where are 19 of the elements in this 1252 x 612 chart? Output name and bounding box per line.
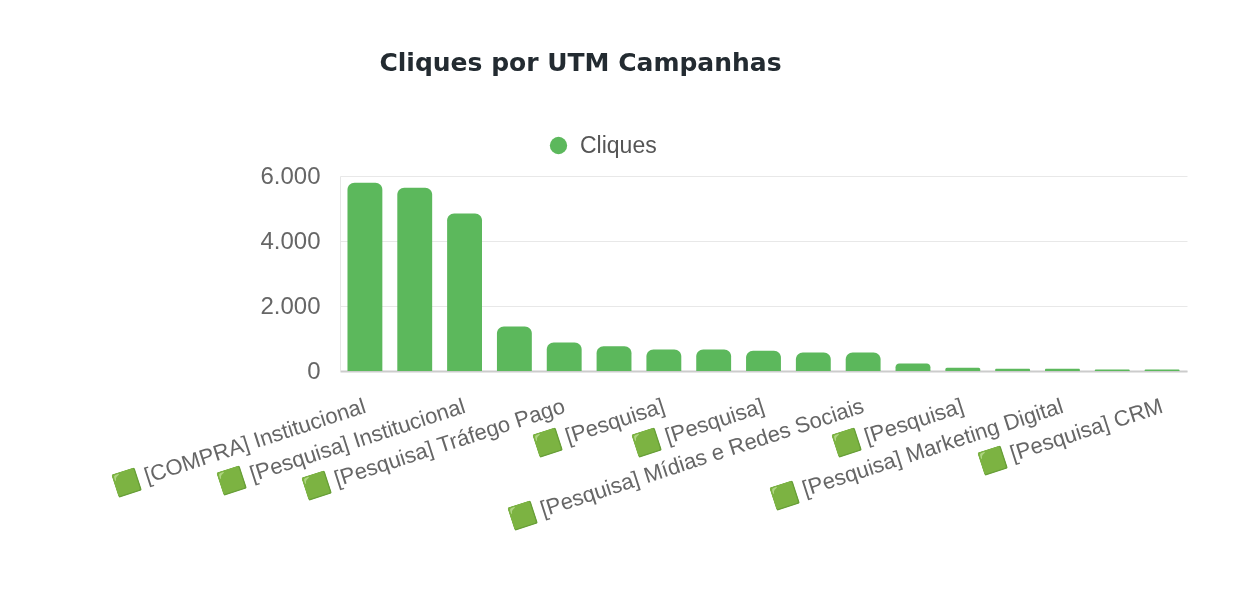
chart-title: Cliques por UTM Campanhas bbox=[379, 48, 782, 77]
bar bbox=[746, 350, 781, 371]
bar bbox=[795, 352, 831, 371]
bar bbox=[945, 367, 981, 371]
y-tick-label: 2.000 bbox=[260, 291, 321, 319]
bar bbox=[895, 363, 931, 371]
y-tick-label: 6.000 bbox=[260, 161, 321, 189]
bar bbox=[496, 326, 532, 371]
bar bbox=[596, 346, 632, 371]
y-tick-label: 4.000 bbox=[260, 226, 321, 254]
bar bbox=[546, 342, 582, 371]
bar bbox=[397, 187, 433, 371]
bar bbox=[347, 182, 383, 371]
legend-label: Cliques bbox=[580, 131, 657, 158]
bar bbox=[845, 352, 881, 371]
bar bbox=[447, 213, 482, 371]
y-tick-label: 0 bbox=[307, 356, 321, 384]
bar bbox=[696, 349, 732, 371]
bar bbox=[646, 349, 682, 371]
